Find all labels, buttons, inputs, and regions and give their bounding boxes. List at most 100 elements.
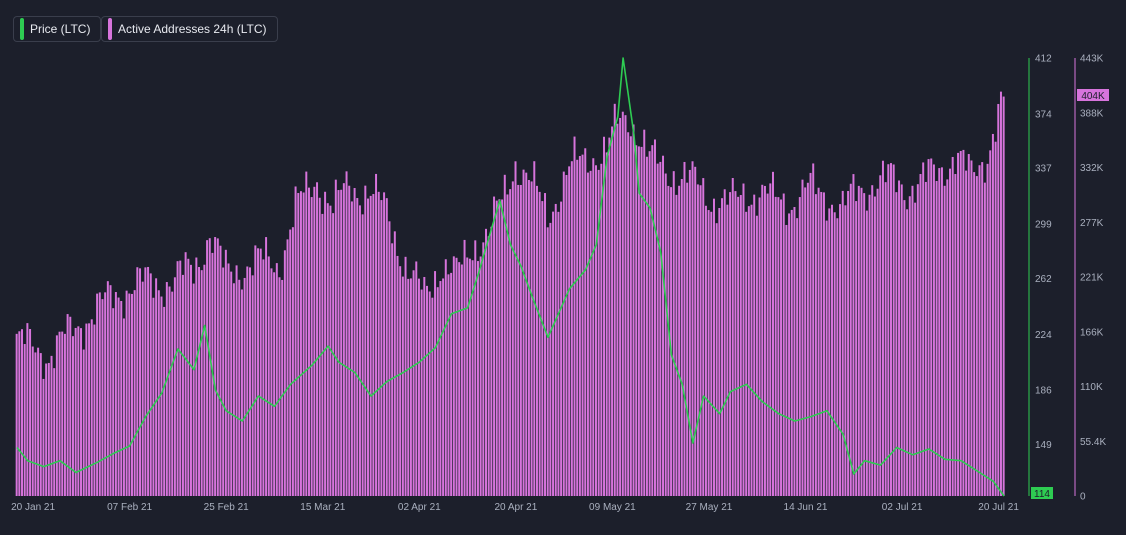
address-bar xyxy=(868,194,871,496)
price-tick-label: 149 xyxy=(1035,440,1052,451)
address-bar xyxy=(321,213,324,496)
address-bar xyxy=(578,156,581,496)
address-bar xyxy=(694,166,697,497)
address-bar xyxy=(337,190,340,497)
address-bar xyxy=(812,163,815,496)
address-bar xyxy=(699,185,702,496)
address-bar xyxy=(29,329,32,496)
address-bar xyxy=(737,196,740,497)
address-bar xyxy=(219,245,222,496)
x-tick-label: 20 Jul 21 xyxy=(978,502,1019,513)
address-bar xyxy=(849,183,852,496)
legend-price[interactable]: Price (LTC) xyxy=(13,16,102,42)
address-bar xyxy=(568,166,571,496)
addresses-tick-label: 166K xyxy=(1080,327,1104,338)
address-bar xyxy=(463,239,466,496)
x-tick-label: 02 Jul 21 xyxy=(882,502,923,513)
address-bar xyxy=(672,171,675,496)
address-bar xyxy=(141,281,144,496)
address-bar xyxy=(943,185,946,496)
legend-addresses-label: Active Addresses 24h (LTC) xyxy=(118,22,267,36)
address-bar xyxy=(487,236,490,497)
address-bar xyxy=(367,198,369,496)
address-bar xyxy=(203,264,206,496)
address-bar xyxy=(678,185,681,496)
address-bar xyxy=(932,164,935,496)
address-bar xyxy=(659,161,662,496)
address-bar xyxy=(128,293,131,496)
address-bar xyxy=(581,154,584,496)
address-bar xyxy=(71,336,74,496)
legend-addresses[interactable]: Active Addresses 24h (LTC) xyxy=(101,16,278,42)
address-bar xyxy=(490,226,493,496)
address-bar xyxy=(171,291,174,496)
address-bar xyxy=(983,182,986,496)
address-bar xyxy=(350,201,353,496)
address-bar xyxy=(565,174,568,497)
address-bar xyxy=(527,180,530,496)
address-bar xyxy=(409,278,412,496)
address-bar xyxy=(21,329,23,496)
address-bar xyxy=(841,190,844,496)
address-bar xyxy=(994,141,997,496)
address-bar xyxy=(356,198,359,496)
address-bar xyxy=(372,194,375,497)
address-bar xyxy=(576,159,579,497)
address-bar xyxy=(297,193,300,496)
address-bar xyxy=(412,270,415,496)
address-bar xyxy=(573,136,576,496)
address-bar xyxy=(117,297,120,496)
address-bar xyxy=(23,344,26,496)
address-bar xyxy=(761,184,764,496)
address-bar xyxy=(978,165,981,497)
address-bar xyxy=(165,282,168,496)
price-last-value: 114 xyxy=(1034,489,1050,500)
address-bar xyxy=(758,197,761,496)
address-bar xyxy=(637,146,640,496)
address-bar xyxy=(624,115,627,496)
address-bar xyxy=(155,278,158,496)
address-bar xyxy=(973,172,976,496)
address-bar xyxy=(538,191,541,496)
address-bar xyxy=(554,203,557,496)
addresses-tick-label: 110K xyxy=(1080,382,1103,393)
address-bar xyxy=(195,257,198,496)
address-bar xyxy=(39,353,42,496)
address-bar xyxy=(482,242,485,496)
x-tick-label: 14 Jun 21 xyxy=(784,502,828,513)
address-bar xyxy=(318,197,321,496)
address-bar xyxy=(597,169,600,496)
address-bar xyxy=(262,259,265,496)
address-bar xyxy=(562,171,565,496)
address-bar xyxy=(417,278,420,496)
address-bar xyxy=(535,185,538,496)
address-bar xyxy=(273,272,276,496)
address-bar xyxy=(766,193,769,496)
legend-price-label: Price (LTC) xyxy=(30,22,91,36)
address-bar xyxy=(466,257,469,496)
address-bar xyxy=(745,211,748,496)
address-bar xyxy=(831,204,833,496)
address-bar xyxy=(289,229,292,497)
address-bar xyxy=(313,186,316,497)
address-bar xyxy=(798,197,801,496)
address-bar xyxy=(415,261,418,496)
address-bar xyxy=(967,154,970,496)
address-bar xyxy=(401,276,404,496)
address-bar xyxy=(249,267,251,496)
address-bar xyxy=(450,272,453,496)
address-bar xyxy=(533,161,536,496)
address-bar xyxy=(404,256,407,496)
address-bar xyxy=(782,193,785,496)
address-bar xyxy=(163,306,166,496)
address-bar xyxy=(147,266,150,496)
address-bar xyxy=(645,156,648,497)
address-bar xyxy=(930,158,933,496)
address-bar xyxy=(592,158,595,497)
address-bar xyxy=(608,137,611,496)
address-bar xyxy=(275,263,278,496)
address-bar xyxy=(683,161,686,496)
addresses-swatch xyxy=(108,18,112,40)
address-bar xyxy=(541,201,544,496)
